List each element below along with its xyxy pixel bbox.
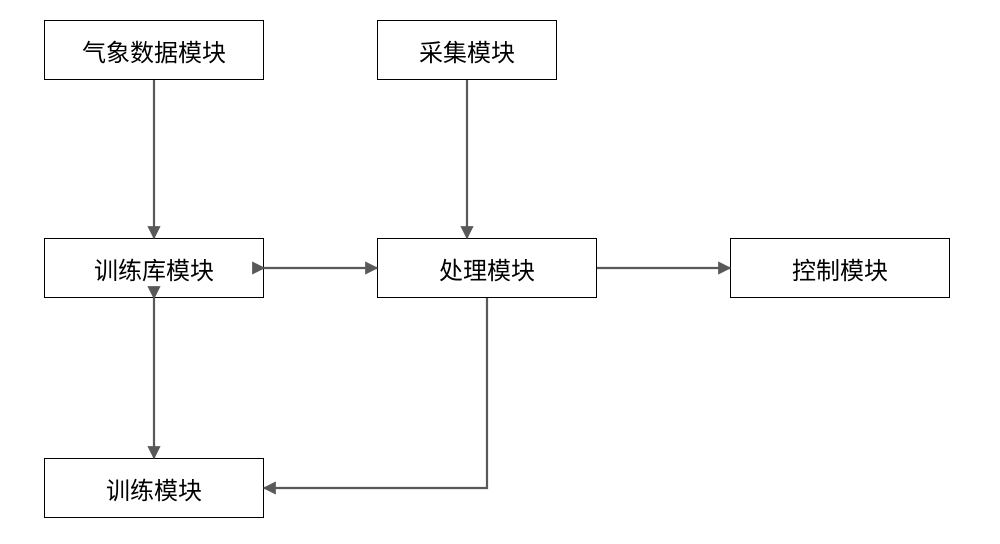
node-label: 训练库模块 — [94, 251, 214, 286]
node-label: 训练模块 — [106, 471, 202, 506]
edge-process-train — [264, 298, 487, 488]
node-label: 处理模块 — [439, 251, 535, 286]
node-label: 气象数据模块 — [82, 33, 226, 68]
node-weather: 气象数据模块 — [44, 20, 264, 80]
node-collect: 采集模块 — [377, 20, 557, 80]
node-label: 控制模块 — [792, 251, 888, 286]
node-trainlib: 训练库模块 — [44, 238, 264, 298]
node-label: 采集模块 — [419, 33, 515, 68]
diagram-canvas: 气象数据模块 采集模块 训练库模块 处理模块 控制模块 训练模块 — [0, 0, 1000, 544]
node-process: 处理模块 — [377, 238, 597, 298]
node-train: 训练模块 — [44, 458, 264, 518]
node-control: 控制模块 — [730, 238, 950, 298]
